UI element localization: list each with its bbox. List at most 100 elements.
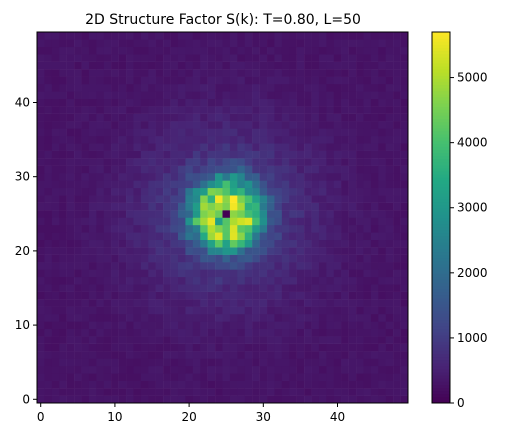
heatmap-cell bbox=[118, 276, 127, 285]
heatmap-cell bbox=[318, 313, 327, 322]
heatmap-cell bbox=[274, 380, 283, 389]
heatmap-cell bbox=[103, 262, 112, 270]
heatmap-cell bbox=[88, 232, 97, 241]
heatmap-cell bbox=[207, 54, 216, 62]
heatmap-cell bbox=[44, 291, 53, 300]
heatmap-cell bbox=[348, 343, 357, 352]
heatmap-cell bbox=[96, 276, 105, 285]
heatmap-cell bbox=[222, 195, 231, 203]
heatmap-cell bbox=[148, 291, 156, 300]
heatmap-cell bbox=[237, 143, 246, 151]
heatmap-cell bbox=[400, 46, 409, 55]
heatmap-cell bbox=[289, 158, 297, 166]
heatmap-cell bbox=[207, 262, 216, 270]
heatmap-cell bbox=[155, 39, 164, 48]
heatmap-cell bbox=[44, 54, 53, 62]
heatmap-cell bbox=[252, 195, 260, 203]
heatmap-cell bbox=[170, 143, 179, 151]
heatmap-cell bbox=[59, 54, 67, 62]
heatmap-cell bbox=[74, 239, 82, 248]
heatmap-cell bbox=[163, 217, 171, 226]
heatmap-cell bbox=[378, 224, 386, 233]
heatmap-cell bbox=[229, 373, 238, 381]
heatmap-cell bbox=[215, 98, 223, 107]
heatmap-cell bbox=[118, 46, 127, 55]
heatmap-cell bbox=[267, 269, 275, 278]
heatmap-cell bbox=[118, 39, 127, 48]
heatmap-cell bbox=[51, 395, 60, 404]
heatmap-cell bbox=[304, 210, 312, 218]
heatmap-cell bbox=[74, 113, 82, 122]
heatmap-cell bbox=[385, 83, 394, 92]
heatmap-cell bbox=[252, 276, 260, 285]
heatmap-cell bbox=[311, 195, 320, 203]
heatmap-cell bbox=[185, 158, 194, 166]
heatmap-cell bbox=[126, 224, 134, 233]
heatmap-cell bbox=[81, 217, 90, 226]
heatmap-cell bbox=[274, 262, 283, 270]
heatmap-cell bbox=[44, 158, 53, 166]
heatmap-cell bbox=[37, 91, 45, 100]
heatmap-cell bbox=[363, 343, 372, 352]
heatmap-cell bbox=[126, 150, 134, 159]
heatmap-cell bbox=[44, 351, 53, 359]
heatmap-cell bbox=[281, 232, 290, 241]
heatmap-cell bbox=[237, 313, 246, 322]
heatmap-cell bbox=[200, 46, 208, 55]
heatmap-cell bbox=[118, 180, 127, 189]
heatmap-cell bbox=[51, 299, 60, 307]
heatmap-cell bbox=[133, 83, 142, 92]
heatmap-cell bbox=[222, 388, 231, 396]
heatmap-cell bbox=[348, 46, 357, 55]
heatmap-cell bbox=[66, 224, 75, 233]
heatmap-cell bbox=[177, 373, 186, 381]
heatmap-cell bbox=[155, 158, 164, 166]
heatmap-cell bbox=[126, 217, 134, 226]
heatmap-cell bbox=[185, 380, 194, 389]
heatmap-cell bbox=[88, 217, 97, 226]
heatmap-cell bbox=[333, 98, 342, 107]
heatmap-cell bbox=[378, 83, 386, 92]
heatmap-cell bbox=[51, 224, 60, 233]
heatmap-cell bbox=[356, 106, 364, 114]
heatmap-cell bbox=[140, 343, 149, 352]
heatmap-cell bbox=[163, 380, 171, 389]
heatmap-cell bbox=[118, 321, 127, 330]
heatmap-cell bbox=[229, 61, 238, 70]
heatmap-cell bbox=[74, 98, 82, 107]
heatmap-cell bbox=[140, 306, 149, 315]
heatmap-cell bbox=[341, 232, 349, 241]
heatmap-cell bbox=[378, 284, 386, 292]
heatmap-cell bbox=[133, 269, 142, 278]
heatmap-cell bbox=[274, 128, 283, 137]
heatmap-cell bbox=[311, 373, 320, 381]
heatmap-cell bbox=[177, 165, 186, 174]
heatmap-cell bbox=[133, 351, 142, 359]
heatmap-cell bbox=[311, 276, 320, 285]
heatmap-cell bbox=[170, 180, 179, 189]
heatmap-cell bbox=[88, 158, 97, 166]
heatmap-cell bbox=[341, 158, 349, 166]
heatmap-cell bbox=[148, 351, 156, 359]
heatmap-cell bbox=[363, 61, 372, 70]
heatmap-cell bbox=[222, 343, 231, 352]
heatmap-cell bbox=[215, 106, 223, 114]
heatmap-cell bbox=[393, 306, 401, 315]
heatmap-cell bbox=[140, 232, 149, 241]
heatmap-cell bbox=[259, 373, 268, 381]
colorbar-segment bbox=[432, 208, 450, 212]
heatmap-cell bbox=[51, 247, 60, 255]
heatmap-cell bbox=[393, 254, 401, 263]
heatmap-cell bbox=[192, 291, 201, 300]
heatmap-cell bbox=[200, 262, 208, 270]
heatmap-cell bbox=[111, 210, 119, 218]
heatmap-cell bbox=[400, 358, 409, 367]
colorbar-segment bbox=[432, 44, 450, 48]
heatmap-cell bbox=[66, 39, 75, 48]
heatmap-cell bbox=[148, 76, 156, 85]
heatmap-cell bbox=[185, 180, 194, 189]
heatmap-cell bbox=[400, 32, 409, 40]
heatmap-cell bbox=[88, 284, 97, 292]
heatmap-cell bbox=[378, 232, 386, 241]
heatmap-cell bbox=[185, 239, 194, 248]
